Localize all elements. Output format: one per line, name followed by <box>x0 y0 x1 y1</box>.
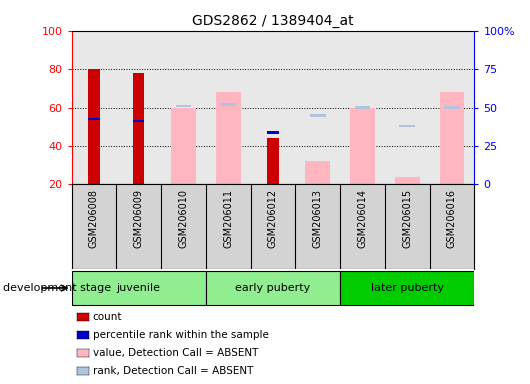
Bar <box>310 114 325 117</box>
Bar <box>295 31 340 184</box>
Bar <box>133 73 144 184</box>
Text: GSM206010: GSM206010 <box>179 189 189 248</box>
Bar <box>216 92 241 184</box>
Bar <box>395 177 420 184</box>
Text: GSM206011: GSM206011 <box>223 189 233 248</box>
Bar <box>340 31 385 184</box>
Bar <box>116 31 161 184</box>
Text: GSM206015: GSM206015 <box>402 189 412 248</box>
Bar <box>161 31 206 184</box>
Text: value, Detection Call = ABSENT: value, Detection Call = ABSENT <box>93 348 258 358</box>
Bar <box>267 131 279 134</box>
Bar <box>89 69 100 184</box>
Text: GSM206013: GSM206013 <box>313 189 323 248</box>
Text: juvenile: juvenile <box>117 283 161 293</box>
Bar <box>340 271 474 305</box>
Text: development stage: development stage <box>3 283 111 293</box>
Text: later puberty: later puberty <box>370 283 444 293</box>
Bar <box>72 271 206 305</box>
Bar <box>385 31 430 184</box>
Bar <box>267 138 279 184</box>
Text: rank, Detection Call = ABSENT: rank, Detection Call = ABSENT <box>93 366 253 376</box>
Bar <box>72 31 116 184</box>
Bar <box>350 108 375 184</box>
Bar <box>355 106 370 109</box>
Text: percentile rank within the sample: percentile rank within the sample <box>93 330 269 340</box>
Bar <box>206 31 251 184</box>
Bar <box>220 103 236 106</box>
Bar <box>251 31 295 184</box>
Title: GDS2862 / 1389404_at: GDS2862 / 1389404_at <box>192 14 354 28</box>
Bar <box>305 161 330 184</box>
Bar <box>206 271 340 305</box>
Text: GSM206016: GSM206016 <box>447 189 457 248</box>
Text: GSM206014: GSM206014 <box>357 189 367 248</box>
Bar <box>440 92 464 184</box>
Bar <box>171 108 196 184</box>
Bar <box>430 31 474 184</box>
Text: GSM206008: GSM206008 <box>89 189 99 248</box>
Bar <box>133 119 144 122</box>
Text: GSM206009: GSM206009 <box>134 189 144 248</box>
Bar <box>89 118 100 121</box>
Text: early puberty: early puberty <box>235 283 311 293</box>
Bar <box>444 106 460 109</box>
Bar <box>400 124 415 127</box>
Text: count: count <box>93 312 122 322</box>
Bar <box>175 104 191 108</box>
Text: GSM206012: GSM206012 <box>268 189 278 248</box>
